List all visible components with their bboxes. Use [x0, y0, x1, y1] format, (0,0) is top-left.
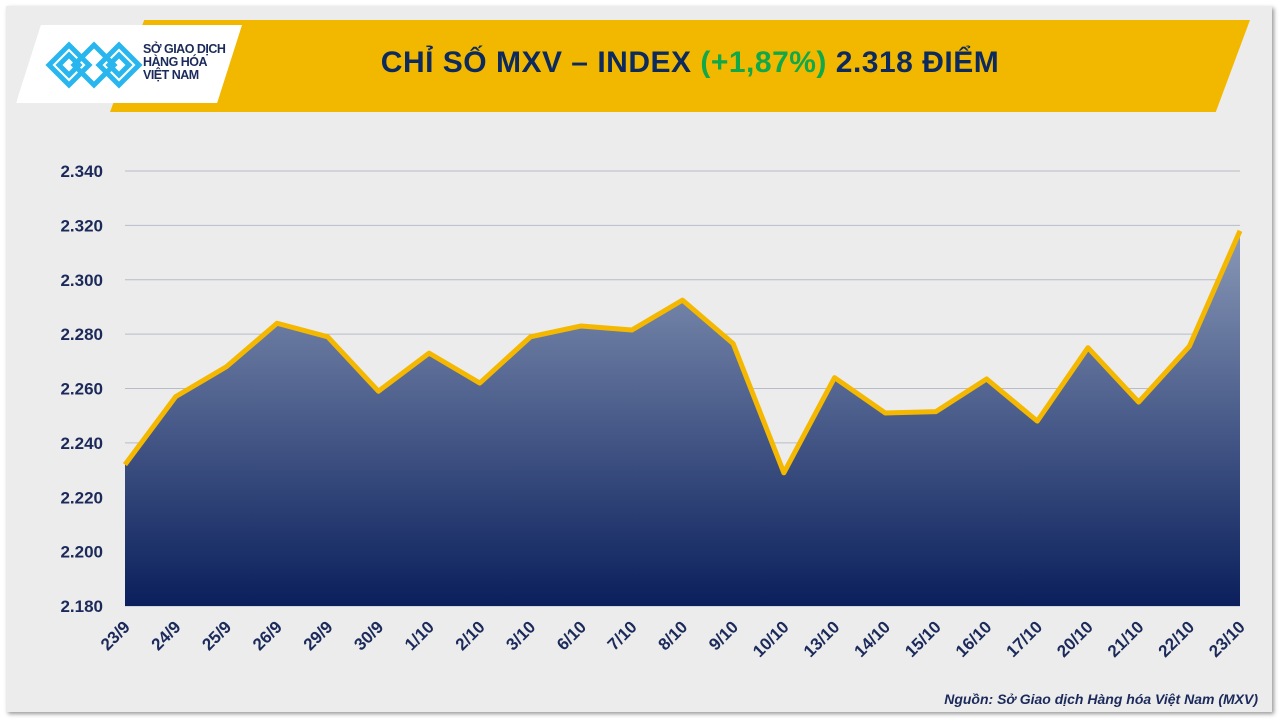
y-tick-label: 2.180: [60, 597, 103, 616]
logo-line-2: HÀNG HÓA: [143, 55, 208, 69]
title-prefix: CHỈ SỐ MXV – INDEX: [380, 46, 692, 79]
logo-line-1: SỞ GIAO DỊCH: [143, 42, 226, 56]
x-tick-label: 15/10: [901, 617, 945, 661]
x-tick-label: 29/9: [300, 617, 337, 654]
x-tick-label: 6/10: [553, 617, 590, 654]
chart-title: CHỈ SỐ MXV – INDEX (+1,87%) 2.318 ĐIỂM: [250, 46, 1130, 80]
y-tick-label: 2.260: [60, 380, 103, 399]
logo-line-3: VIỆT NAM: [143, 68, 199, 82]
x-tick-label: 21/10: [1104, 617, 1148, 661]
x-tick-label: 8/10: [654, 617, 691, 654]
x-tick-label: 24/9: [148, 617, 185, 654]
area-fill: [125, 230, 1240, 606]
y-tick-label: 2.240: [60, 434, 103, 453]
x-tick-label: 2/10: [452, 617, 489, 654]
x-tick-label: 3/10: [502, 617, 539, 654]
x-tick-label: 13/10: [800, 617, 844, 661]
logo-text: SỞ GIAO DỊCH HÀNG HÓA VIỆT NAM: [143, 42, 226, 82]
x-tick-label: 30/9: [350, 617, 387, 654]
y-tick-label: 2.340: [60, 162, 103, 181]
title-change: (+1,87%): [700, 46, 827, 79]
title-suffix: 2.318 ĐIỂM: [835, 46, 1000, 79]
y-tick-label: 2.300: [60, 271, 103, 290]
source-note: Nguồn: Sở Giao dịch Hàng hóa Việt Nam (M…: [944, 691, 1258, 707]
x-tick-label: 9/10: [705, 617, 742, 654]
x-tick-label: 10/10: [749, 617, 793, 661]
mxv-logo-icon: [45, 41, 143, 89]
x-tick-label: 7/10: [604, 617, 641, 654]
x-tick-label: 17/10: [1003, 617, 1047, 661]
x-tick-label: 23/9: [97, 617, 134, 654]
logo: [16, 25, 242, 103]
x-tick-label: 14/10: [851, 617, 895, 661]
x-tick-label: 23/10: [1205, 617, 1249, 661]
y-tick-label: 2.200: [60, 543, 103, 562]
y-tick-label: 2.280: [60, 325, 103, 344]
y-tick-label: 2.220: [60, 488, 103, 507]
x-tick-label: 1/10: [401, 617, 438, 654]
x-tick-label: 22/10: [1155, 617, 1199, 661]
x-tick-label: 16/10: [952, 617, 996, 661]
x-tick-label: 26/9: [249, 617, 286, 654]
y-tick-label: 2.320: [60, 216, 103, 235]
x-tick-label: 25/9: [198, 617, 235, 654]
title-banner: [110, 20, 1250, 112]
x-tick-label: 20/10: [1053, 617, 1097, 661]
